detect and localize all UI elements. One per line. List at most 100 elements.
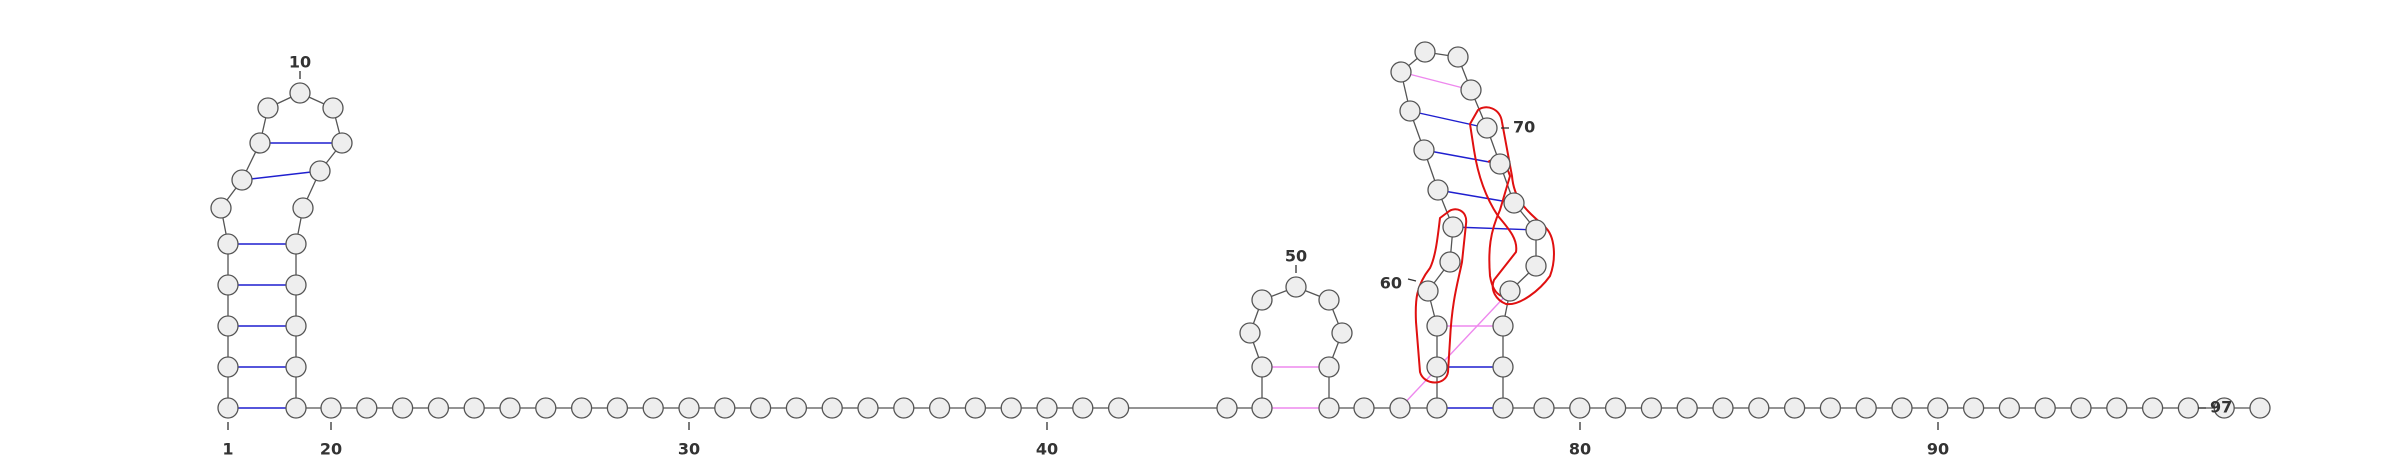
nucleotide — [293, 198, 313, 218]
nucleotide — [2035, 398, 2055, 418]
position-label: 97 — [2198, 398, 2232, 417]
nucleotide — [1526, 220, 1546, 240]
nucleotide — [232, 170, 252, 190]
nucleotide — [218, 357, 238, 377]
position-label: 90 — [1927, 422, 1949, 457]
position-label: 10 — [289, 53, 311, 80]
nucleotide — [2107, 398, 2127, 418]
nucleotide — [1217, 398, 1237, 418]
nucleotide — [715, 398, 735, 418]
nucleotide — [310, 161, 330, 181]
nucleotide — [500, 398, 520, 418]
nucleotide — [1440, 252, 1460, 272]
nucleotide — [1286, 277, 1306, 297]
nucleotide — [1999, 398, 2019, 418]
position-label: 50 — [1285, 247, 1307, 274]
nucleotide — [1749, 398, 1769, 418]
nucleotide — [1504, 193, 1524, 213]
nucleotide — [1354, 398, 1374, 418]
position-tick — [1408, 279, 1416, 281]
position-labels: 1 10 20 30 40 50 60 70 80 90 97 — [222, 53, 2232, 457]
nucleotide — [1493, 316, 1513, 336]
nucleotide — [1428, 180, 1448, 200]
nucleotide — [1252, 357, 1272, 377]
nucleotide — [428, 398, 448, 418]
nucleotide — [1964, 398, 1984, 418]
nucleotide — [1427, 398, 1447, 418]
nucleotide — [218, 316, 238, 336]
position-number: 80 — [1569, 440, 1591, 457]
nucleotide — [218, 398, 238, 418]
nucleotide — [822, 398, 842, 418]
nucleotide — [357, 398, 377, 418]
nucleotide — [1500, 281, 1520, 301]
nucleotide — [286, 398, 306, 418]
position-number: 20 — [320, 440, 342, 457]
nucleotide — [1415, 42, 1435, 62]
nucleotide — [607, 398, 627, 418]
nucleotide — [321, 398, 341, 418]
nucleotide — [1427, 357, 1447, 377]
nucleotide — [930, 398, 950, 418]
position-number: 30 — [678, 440, 700, 457]
nucleotide — [1252, 290, 1272, 310]
nucleotide — [258, 98, 278, 118]
position-number: 50 — [1285, 247, 1307, 266]
nucleotide — [894, 398, 914, 418]
nucleotide — [1001, 398, 1021, 418]
nucleotide — [290, 83, 310, 103]
position-label: 30 — [678, 422, 700, 457]
nucleotide — [1400, 101, 1420, 121]
nucleotide — [786, 398, 806, 418]
nucleotide — [286, 275, 306, 295]
nucleotide — [393, 398, 413, 418]
nucleotide — [1606, 398, 1626, 418]
position-label: 70 — [1501, 118, 1535, 137]
nucleotide — [1427, 316, 1447, 336]
nucleotide — [332, 133, 352, 153]
nucleotide — [751, 398, 771, 418]
nucleotide — [1332, 323, 1352, 343]
nucleotide — [1928, 398, 1948, 418]
nucleotide — [1785, 398, 1805, 418]
position-label: 1 — [222, 422, 233, 457]
nucleotide — [1252, 398, 1272, 418]
position-number: 97 — [2210, 398, 2232, 417]
nucleotide — [643, 398, 663, 418]
position-label: 20 — [320, 422, 342, 457]
position-number: 60 — [1380, 274, 1402, 293]
position-number: 40 — [1036, 440, 1058, 457]
nucleotide — [1391, 62, 1411, 82]
nucleotide — [1713, 398, 1733, 418]
position-label: 80 — [1569, 422, 1591, 457]
nucleotide — [1448, 47, 1468, 67]
nucleotide — [965, 398, 985, 418]
nucleotide — [1570, 398, 1590, 418]
nucleotide — [286, 357, 306, 377]
nucleotide — [572, 398, 592, 418]
nucleotide — [1414, 140, 1434, 160]
position-number: 90 — [1927, 440, 1949, 457]
nucleotide — [1240, 323, 1260, 343]
nucleotide — [2178, 398, 2198, 418]
nucleotide — [1319, 398, 1339, 418]
nucleotide — [1820, 398, 1840, 418]
nucleotide — [1390, 398, 1410, 418]
nucleotide — [1109, 398, 1129, 418]
nucleotide — [679, 398, 699, 418]
position-number: 1 — [222, 440, 233, 457]
nucleotide — [1443, 217, 1463, 237]
nucleotide — [218, 234, 238, 254]
nucleotide — [2071, 398, 2091, 418]
nucleotide — [1892, 398, 1912, 418]
nucleotide — [464, 398, 484, 418]
nucleotide — [1856, 398, 1876, 418]
nucleotide — [1677, 398, 1697, 418]
nucleotide — [323, 98, 343, 118]
noncanonical-base-pair — [1401, 72, 1471, 90]
nucleotide — [1073, 398, 1093, 418]
position-number: 70 — [1513, 118, 1535, 137]
canonical-base-pair — [242, 171, 320, 180]
nucleotides — [211, 42, 2270, 418]
